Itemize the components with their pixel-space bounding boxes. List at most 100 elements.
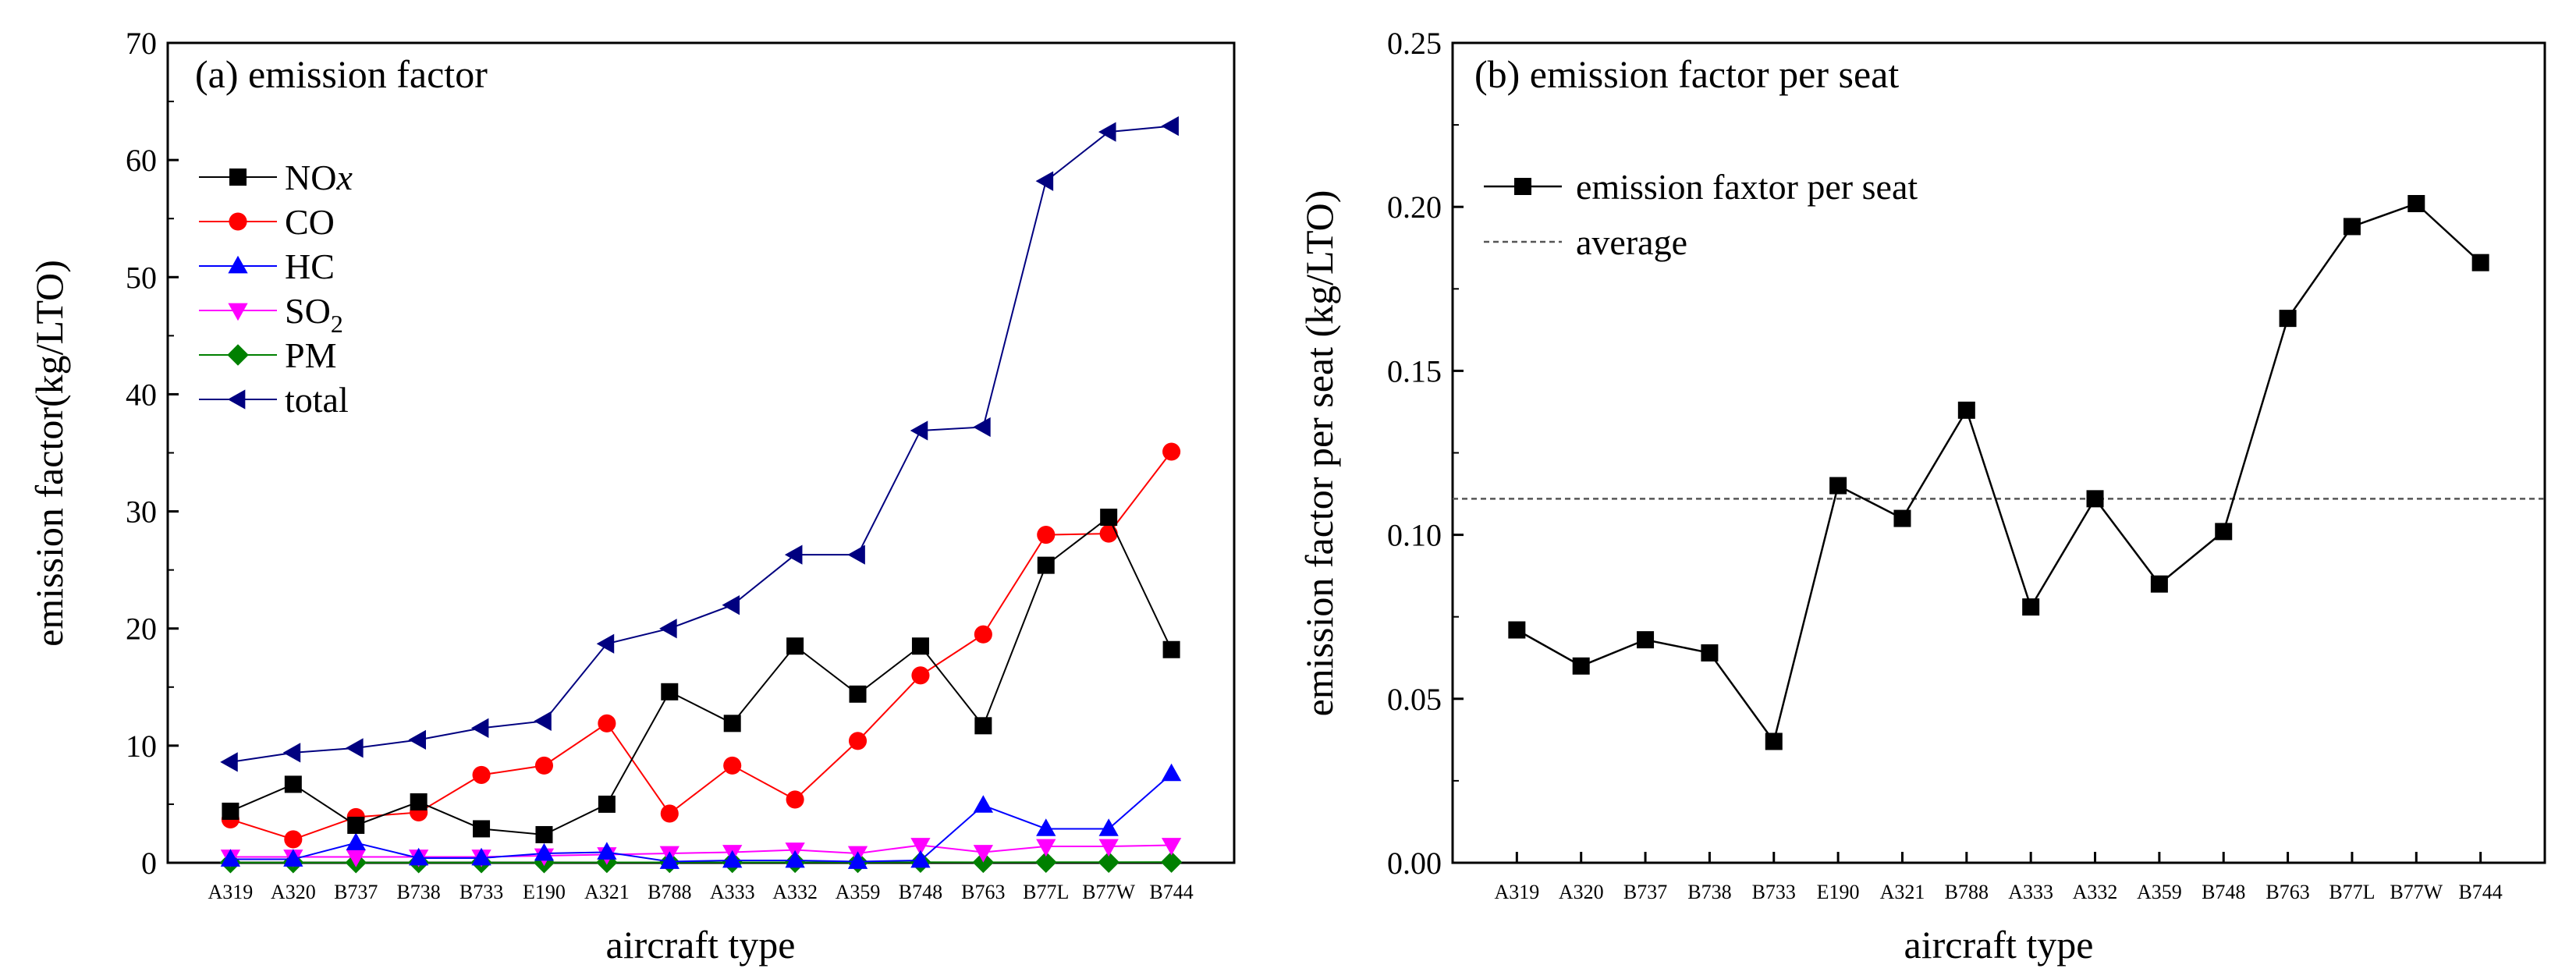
panel-a-xtick-label: A332: [772, 881, 818, 903]
point-nox-a319: [222, 802, 240, 820]
point-total-b738: [408, 729, 426, 750]
point-total-e190: [534, 711, 552, 731]
panel-b-ytick-label: 0.25: [1387, 26, 1442, 61]
legend-marker-pm: [227, 344, 249, 366]
series-line-pm: [230, 861, 1172, 864]
panel-a-title: (a) emission factor: [195, 52, 488, 96]
point-pm-b77w: [1098, 851, 1119, 873]
panel-b-xtick-label: B763: [2266, 881, 2309, 903]
point-nox-b748: [911, 637, 929, 655]
point-hc-a332: [785, 850, 805, 868]
point-nox-b737: [347, 816, 365, 834]
point-nox-b733: [473, 820, 491, 838]
panel-a-xtick-label: A320: [271, 881, 316, 903]
panel-a-ytick-label: 30: [126, 495, 157, 530]
point-total-a319: [220, 752, 238, 772]
point-emission-faxtor-per-seat-e190: [1829, 477, 1847, 495]
point-total-b748: [910, 420, 928, 441]
panel-a-xtick-label: B77W: [1082, 881, 1135, 903]
point-emission-faxtor-per-seat-b748: [2215, 523, 2233, 541]
point-emission-faxtor-per-seat-a321: [1893, 509, 1911, 527]
panel-b-ytick-label: 0.15: [1387, 353, 1442, 388]
panel-a-ytick-label: 20: [126, 612, 157, 647]
legend-label-average: average: [1576, 222, 1687, 262]
legend-label-so2: SO2: [285, 291, 343, 338]
point-co-a320: [284, 830, 303, 849]
point-hc-b737: [346, 832, 366, 850]
point-hc-a319: [220, 849, 241, 867]
point-so2-b737: [346, 850, 366, 867]
panel-b-xtick-label: A333: [2008, 881, 2053, 903]
panel-a-xtick-label: B737: [334, 881, 378, 903]
point-total-b788: [659, 619, 677, 639]
point-nox-b744: [1162, 640, 1180, 658]
point-total-b77l: [1035, 171, 1054, 191]
panel-b-xtick-label: B744: [2458, 881, 2502, 903]
point-hc-b77l: [1036, 818, 1056, 836]
legend-label-total: total: [285, 380, 349, 420]
panel-b-xtick-label: B748: [2202, 881, 2245, 903]
panel-a-xtick-label: B77L: [1023, 881, 1069, 903]
point-emission-faxtor-per-seat-a332: [2086, 490, 2104, 508]
point-so2-b763: [973, 845, 994, 863]
series-line-co: [230, 451, 1173, 841]
panel-b-xtick-label: A319: [1494, 881, 1539, 903]
panel-a-xtick-label: B733: [459, 881, 503, 903]
panel-a-xtick-label: B738: [396, 881, 440, 903]
point-nox-b77w: [1100, 509, 1118, 527]
panel-a-xtick-label: A321: [584, 881, 630, 903]
point-so2-b77l: [1036, 839, 1056, 857]
point-nox-a320: [284, 775, 302, 793]
panel-b-ytick-label: 0.10: [1387, 518, 1442, 553]
panel-b-xtick-label: B738: [1687, 881, 1731, 903]
panel-b-title: (b) emission factor per seat: [1474, 52, 1899, 96]
point-total-a321: [596, 633, 615, 654]
panel-b-xtick-label: A332: [2073, 881, 2118, 903]
legend-label-hc: HC: [285, 247, 335, 286]
point-co-e190: [534, 756, 554, 775]
point-co-a359: [848, 732, 868, 750]
point-total-a359: [847, 544, 865, 565]
point-nox-b788: [661, 683, 679, 701]
point-emission-faxtor-per-seat-b77w: [2407, 194, 2425, 212]
point-emission-faxtor-per-seat-b77l: [2343, 218, 2361, 236]
panel-a-ytick-label: 40: [126, 377, 157, 412]
point-emission-faxtor-per-seat-b744: [2471, 254, 2489, 271]
legend-marker-co: [229, 212, 247, 231]
point-co-b763: [974, 625, 992, 644]
point-nox-a321: [598, 795, 616, 813]
point-so2-b744: [1161, 838, 1182, 856]
panel-a-xtick-label: E190: [523, 881, 566, 903]
point-hc-a321: [597, 842, 617, 860]
panel-b-xtick-label: A320: [1559, 881, 1604, 903]
point-pm-b744: [1160, 851, 1183, 873]
series-line-hc: [230, 773, 1173, 863]
panel-b-xtick-label: A321: [1880, 881, 1925, 903]
legend-label-co: CO: [285, 202, 335, 242]
panel-b-xtick-label: B788: [1945, 881, 1989, 903]
panel-b-xtick-label: B77L: [2329, 881, 2375, 903]
panel-a-xlabel: aircraft type: [606, 923, 796, 967]
panel-b-xtick-label: B737: [1623, 881, 1667, 903]
point-hc-b748: [910, 850, 931, 868]
series-line-total: [230, 125, 1172, 763]
point-hc-a333: [722, 850, 743, 868]
point-total-b744: [1161, 115, 1179, 137]
point-nox-b763: [974, 717, 992, 735]
point-emission-faxtor-per-seat-b738: [1701, 644, 1719, 662]
point-emission-faxtor-per-seat-b763: [2279, 310, 2297, 328]
panel-b-xtick-label: B77W: [2390, 881, 2443, 903]
point-nox-a332: [786, 637, 804, 655]
point-emission-faxtor-per-seat-a320: [1572, 657, 1590, 675]
point-nox-a333: [723, 715, 741, 732]
point-co-a321: [598, 714, 616, 732]
series-line-emission-faxtor-per-seat: [1516, 202, 2482, 744]
point-so2-b77w: [1098, 839, 1119, 857]
point-co-b733: [472, 765, 491, 784]
point-pm-b77l: [1035, 851, 1057, 873]
point-hc-b733: [471, 847, 491, 866]
legend-label-emission-factor-per-seat: emission faxtor per seat: [1576, 167, 1918, 207]
point-emission-faxtor-per-seat-a333: [2022, 598, 2040, 616]
point-nox-e190: [535, 825, 553, 843]
